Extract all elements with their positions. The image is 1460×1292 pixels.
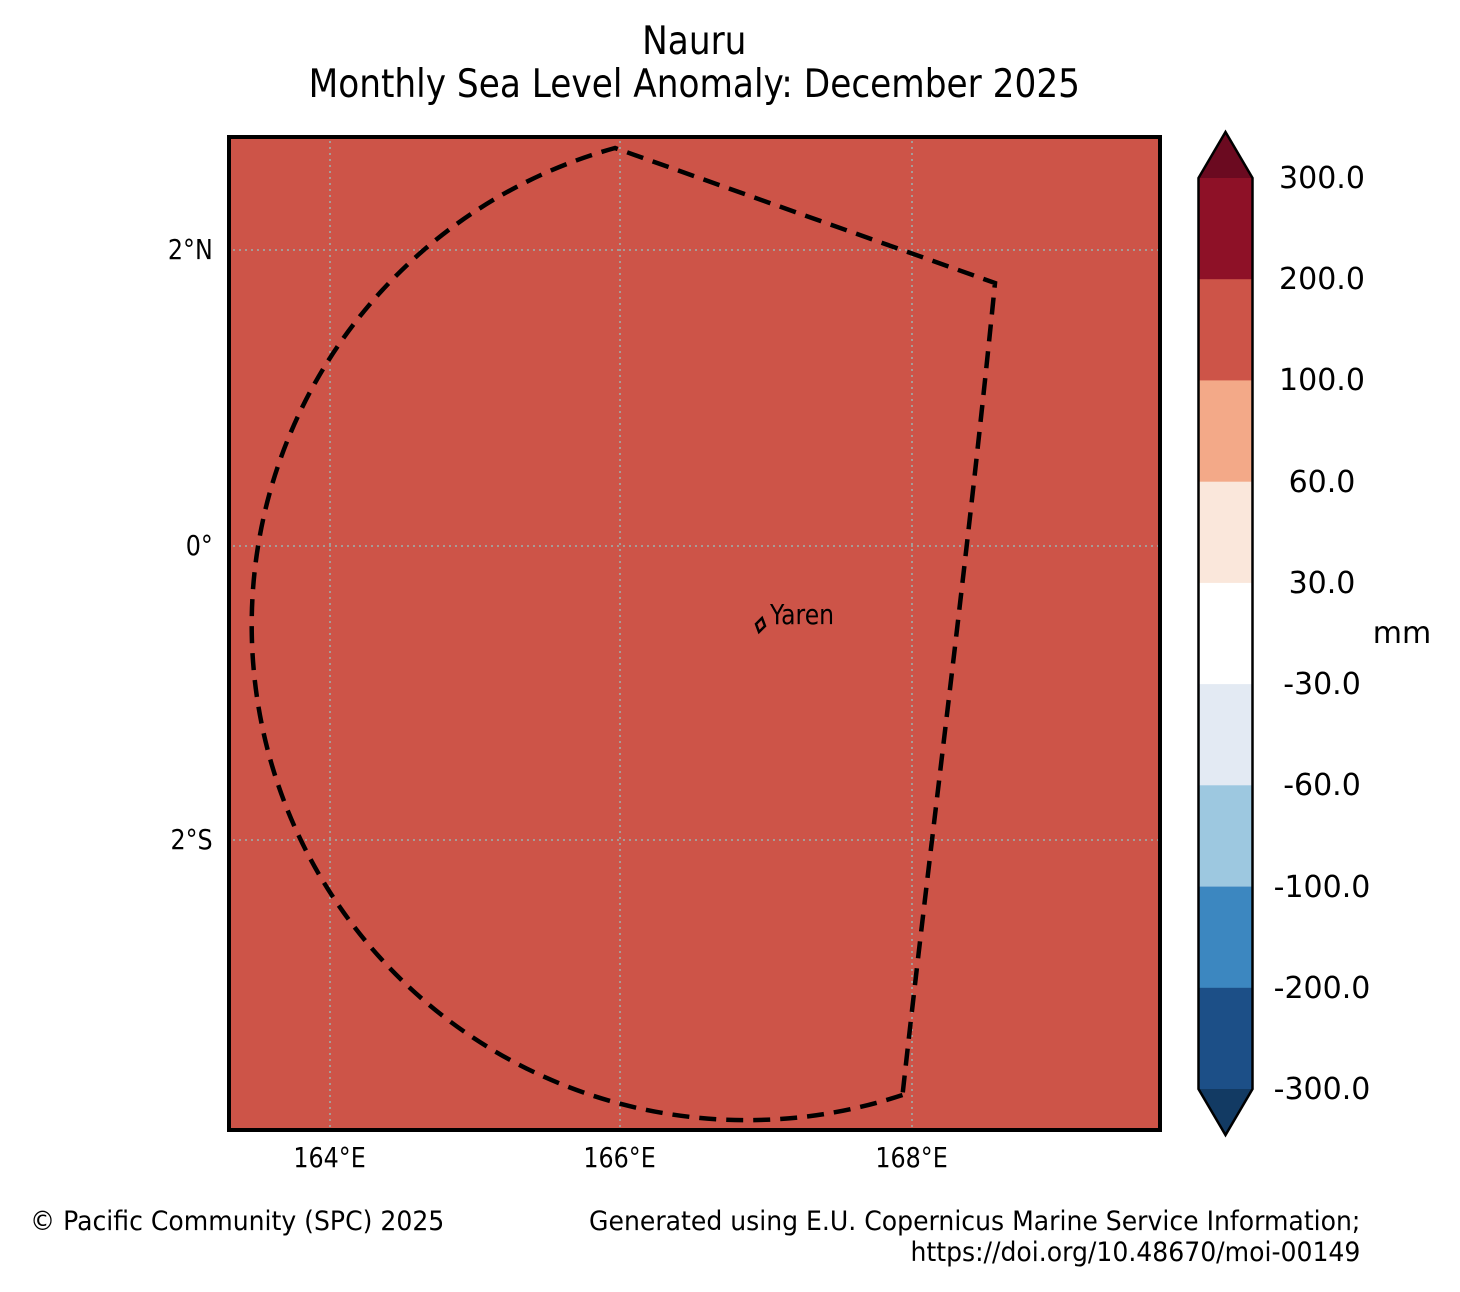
footer-attribution-line2: https://doi.org/10.48670/moi-00149 (910, 1237, 1360, 1268)
cb-label-30: 30.0 (1288, 566, 1356, 601)
cb-seg-200-300 (1198, 178, 1253, 280)
xtick-166E: 166°E (520, 1141, 720, 1174)
colorbar-canvas (1197, 129, 1254, 1138)
title-country-text: Nauru (642, 19, 747, 64)
eez-boundary-dashed (249, 145, 998, 1123)
colorbar-over-arrow (1198, 132, 1253, 178)
cb-seg-30-60 (1198, 481, 1253, 584)
cb-label-200: 200.0 (1279, 262, 1365, 297)
ytick-2S-text: 2°S (170, 823, 213, 856)
cb-seg-m300-m200 (1198, 987, 1253, 1089)
nauru-island-outline (754, 615, 767, 635)
footer-attribution: Generated using E.U. Copernicus Marine S… (589, 1206, 1360, 1268)
figure-title-block: Nauru Monthly Sea Level Anomaly: Decembe… (227, 20, 1162, 106)
ytick-2N-text: 2°N (168, 233, 213, 266)
colorbar-unit-label: mm (1372, 616, 1432, 651)
cb-label-100: 100.0 (1279, 363, 1365, 398)
cb-seg-60-100 (1198, 380, 1253, 482)
map-canvas (227, 135, 1162, 1132)
cb-label-m300: -300.0 (1273, 1072, 1371, 1107)
sea-fill (227, 135, 1162, 1132)
cb-label-m60: -60.0 (1283, 768, 1361, 803)
cb-seg-m100-m60 (1198, 785, 1253, 887)
footer-copyright: © Pacific Community (SPC) 2025 (30, 1206, 445, 1237)
ytick-2N: 2°N (0, 233, 213, 266)
colorbar (1196, 127, 1258, 1140)
map-plot-area (227, 135, 1162, 1132)
colorbar-segments (1198, 178, 1253, 1089)
xtick-168E: 168°E (812, 1141, 1012, 1174)
cb-seg-m60-m30 (1198, 684, 1253, 786)
cb-seg-m200-m100 (1198, 886, 1253, 989)
cb-label-m30: -30.0 (1283, 667, 1361, 702)
xtick-164E-text: 164°E (293, 1141, 367, 1174)
xtick-168E-text: 168°E (875, 1141, 949, 1174)
xtick-164E: 164°E (230, 1141, 430, 1174)
cb-seg-m30-30 (1198, 582, 1253, 685)
cb-label-60: 60.0 (1288, 465, 1356, 500)
cb-seg-100-200 (1198, 279, 1253, 381)
ytick-0-text: 0° (185, 529, 213, 562)
map-border-spines (227, 135, 1162, 1132)
cb-label-m100: -100.0 (1273, 870, 1371, 905)
cb-label-m200: -200.0 (1273, 971, 1371, 1006)
ytick-0: 0° (0, 529, 213, 562)
ytick-2S: 2°S (0, 823, 213, 856)
title-subtitle: Monthly Sea Level Anomaly: December 2025 (227, 63, 1162, 106)
title-subtitle-text: Monthly Sea Level Anomaly: December 2025 (308, 62, 1081, 107)
title-country: Nauru (227, 20, 1162, 63)
place-label-yaren: Yaren (770, 598, 846, 631)
graticule (227, 135, 1162, 1132)
xtick-166E-text: 166°E (583, 1141, 657, 1174)
colorbar-under-arrow (1198, 1089, 1253, 1135)
colorbar-outline (1197, 129, 1254, 1138)
footer-attribution-line1: Generated using E.U. Copernicus Marine S… (588, 1206, 1360, 1237)
place-label-yaren-text: Yaren (770, 598, 835, 631)
cb-label-300: 300.0 (1279, 161, 1365, 196)
